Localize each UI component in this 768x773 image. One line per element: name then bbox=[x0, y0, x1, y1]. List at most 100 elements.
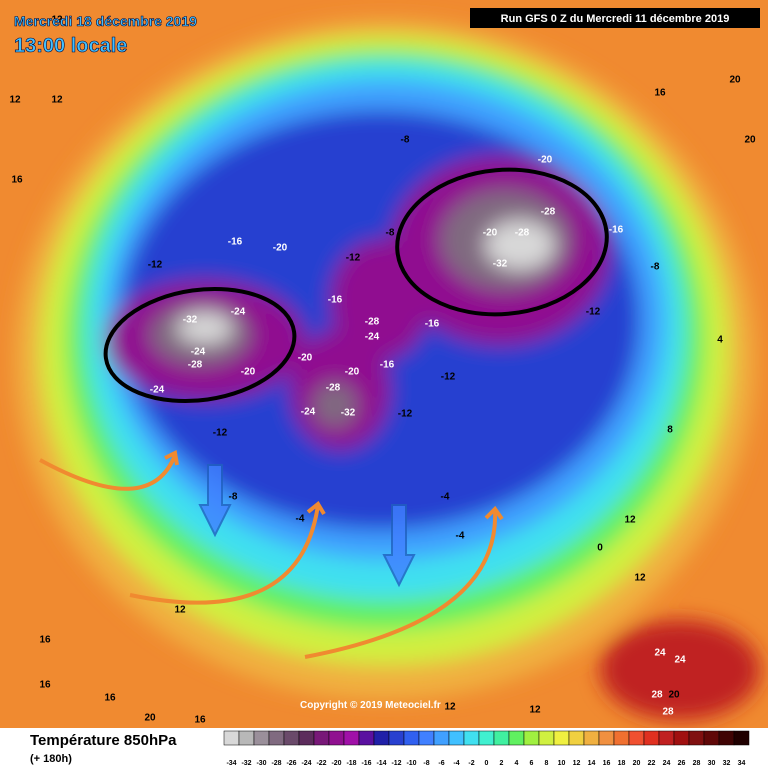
isotherm-label: 12 bbox=[529, 705, 541, 716]
scale-label: 34 bbox=[738, 760, 746, 767]
isotherm-label: -20 bbox=[345, 367, 360, 378]
isotherm-label: -28 bbox=[188, 360, 203, 371]
isotherm-label: 24 bbox=[654, 648, 666, 659]
isotherm-label: -16 bbox=[425, 319, 440, 330]
isotherm-label: 12 bbox=[634, 573, 646, 584]
isotherm-label: -24 bbox=[301, 407, 316, 418]
scale-swatch bbox=[568, 730, 585, 746]
isotherm-label: 12 bbox=[51, 15, 63, 26]
isotherm-label: -12 bbox=[398, 409, 413, 420]
scale-swatch bbox=[673, 730, 690, 746]
isotherm-label: 12 bbox=[624, 515, 636, 526]
isotherm-label: 16 bbox=[39, 635, 51, 646]
isotherm-label: 20 bbox=[744, 135, 756, 146]
scale-label: -14 bbox=[376, 760, 386, 767]
scale-swatch bbox=[313, 730, 330, 746]
scale-swatch bbox=[598, 730, 615, 746]
scale-label: 30 bbox=[708, 760, 716, 767]
isotherm-label: -8 bbox=[401, 135, 410, 146]
scale-swatch bbox=[628, 730, 645, 746]
scale-swatch bbox=[718, 730, 735, 746]
isotherm-label: 0 bbox=[597, 543, 603, 554]
scale-label: 32 bbox=[723, 760, 731, 767]
scale-swatch bbox=[433, 730, 450, 746]
isotherm-label: -24 bbox=[150, 385, 165, 396]
legend-subtitle: (+ 180h) bbox=[30, 753, 72, 765]
scale-label: -12 bbox=[391, 760, 401, 767]
scale-swatch bbox=[523, 730, 540, 746]
isotherm-label: -16 bbox=[228, 237, 243, 248]
isotherm-label: -24 bbox=[365, 332, 380, 343]
scale-label: -8 bbox=[423, 760, 429, 767]
copyright: Copyright © 2019 Meteociel.fr bbox=[300, 700, 441, 711]
isotherm-label: -12 bbox=[213, 428, 228, 439]
scale-swatch bbox=[343, 730, 360, 746]
scale-label: 6 bbox=[530, 760, 534, 767]
isotherm-label: 28 bbox=[651, 690, 663, 701]
run: Run GFS 0 Z du Mercredi 11 décembre 2019 bbox=[501, 13, 730, 25]
scale-swatch bbox=[223, 730, 240, 746]
isotherm-label: -12 bbox=[586, 307, 601, 318]
scale-label: -16 bbox=[361, 760, 371, 767]
isotherm-label: -28 bbox=[541, 207, 556, 218]
scale-label: 22 bbox=[648, 760, 656, 767]
isotherm-label: 28 bbox=[662, 707, 674, 718]
isotherm-label: 20 bbox=[144, 713, 156, 724]
isotherm-label: -32 bbox=[183, 315, 198, 326]
scale-swatch bbox=[508, 730, 525, 746]
scale-label: 14 bbox=[588, 760, 596, 767]
scale-swatch bbox=[478, 730, 495, 746]
scale-label: 28 bbox=[693, 760, 701, 767]
scale-label: -30 bbox=[256, 760, 266, 767]
isotherm-label: -8 bbox=[229, 492, 238, 503]
scale-label: 18 bbox=[618, 760, 626, 767]
isotherm-label: -12 bbox=[346, 253, 361, 264]
scale-label: 24 bbox=[663, 760, 671, 767]
arrows bbox=[198, 464, 416, 588]
isotherm-label: -24 bbox=[231, 307, 246, 318]
scale-swatch bbox=[553, 730, 570, 746]
scale-label: 0 bbox=[485, 760, 489, 767]
scale-swatch bbox=[643, 730, 660, 746]
isotherm-label: -16 bbox=[328, 295, 343, 306]
scale-swatch bbox=[448, 730, 465, 746]
scale-swatch bbox=[388, 730, 405, 746]
scale-swatch bbox=[358, 730, 375, 746]
isotherm-label: -28 bbox=[326, 383, 341, 394]
scale-swatch bbox=[583, 730, 600, 746]
scale-label: 2 bbox=[500, 760, 504, 767]
highlight-ellipse bbox=[395, 167, 609, 317]
isotherm-label: 4 bbox=[717, 335, 723, 346]
isotherm-label: 20 bbox=[668, 690, 680, 701]
isotherm-label: -32 bbox=[493, 259, 508, 270]
isotherm-label: -20 bbox=[241, 367, 256, 378]
scale-swatch bbox=[418, 730, 435, 746]
scale-label: -22 bbox=[316, 760, 326, 767]
isotherm-label: -20 bbox=[483, 228, 498, 239]
isotherm-label: -20 bbox=[298, 353, 313, 364]
scale-label: -2 bbox=[468, 760, 474, 767]
scale-label: 8 bbox=[545, 760, 549, 767]
scale-swatch bbox=[463, 730, 480, 746]
isotherm-label: -4 bbox=[456, 531, 465, 542]
scale-label: 20 bbox=[633, 760, 641, 767]
scale-swatch bbox=[703, 730, 720, 746]
scale-swatch bbox=[658, 730, 675, 746]
scale-label: -6 bbox=[438, 760, 444, 767]
scale-label: 16 bbox=[603, 760, 611, 767]
scale-swatch bbox=[688, 730, 705, 746]
time: 13:00 locale bbox=[14, 35, 127, 57]
arrows bbox=[39, 450, 504, 659]
scale-swatch bbox=[373, 730, 390, 746]
map: -32 -24 -24 -28 -20 -24 -20 -28 -32 -24 -20 -28 -24 -… bbox=[0, 0, 768, 728]
isotherm-label: -28 bbox=[515, 228, 530, 239]
highlight-ellipse bbox=[103, 286, 297, 404]
scale-swatch bbox=[613, 730, 630, 746]
isotherm-label: -20 bbox=[538, 155, 553, 166]
isotherm-label: 12 bbox=[51, 95, 63, 106]
scale-swatch bbox=[238, 730, 255, 746]
scale-label: -28 bbox=[271, 760, 281, 767]
isotherm-label: 16 bbox=[39, 680, 51, 691]
scale-label: -32 bbox=[241, 760, 251, 767]
isotherm-label: 12 bbox=[444, 702, 456, 713]
